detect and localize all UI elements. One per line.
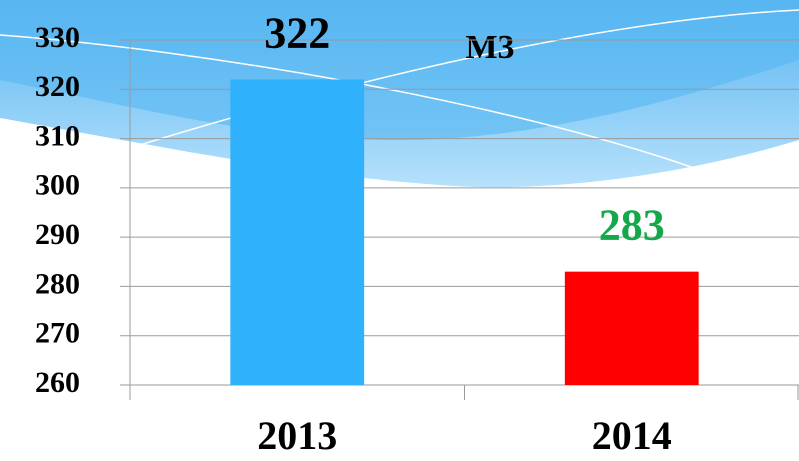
y-tick-label: 280 <box>35 267 80 300</box>
background-waves <box>0 0 799 187</box>
bar <box>565 272 699 385</box>
chart: М3 260 270 280 290 300 310 320 330 2013 322 2014 28… <box>0 0 799 461</box>
y-tick-label: 260 <box>35 366 80 399</box>
y-tick-label: 310 <box>35 119 80 152</box>
y-tick-label: 330 <box>35 21 80 54</box>
y-tick-label: 290 <box>35 218 80 251</box>
x-tick-label: 2013 <box>257 413 337 458</box>
y-tick-label: 300 <box>35 169 80 202</box>
unit-annotation: М3 <box>465 29 514 66</box>
data-label: 322 <box>264 9 330 58</box>
y-tick-label: 320 <box>35 70 80 103</box>
y-tick-label: 270 <box>35 317 80 350</box>
x-tick-label: 2014 <box>592 413 672 458</box>
data-label: 283 <box>599 201 665 250</box>
bar <box>230 79 364 385</box>
